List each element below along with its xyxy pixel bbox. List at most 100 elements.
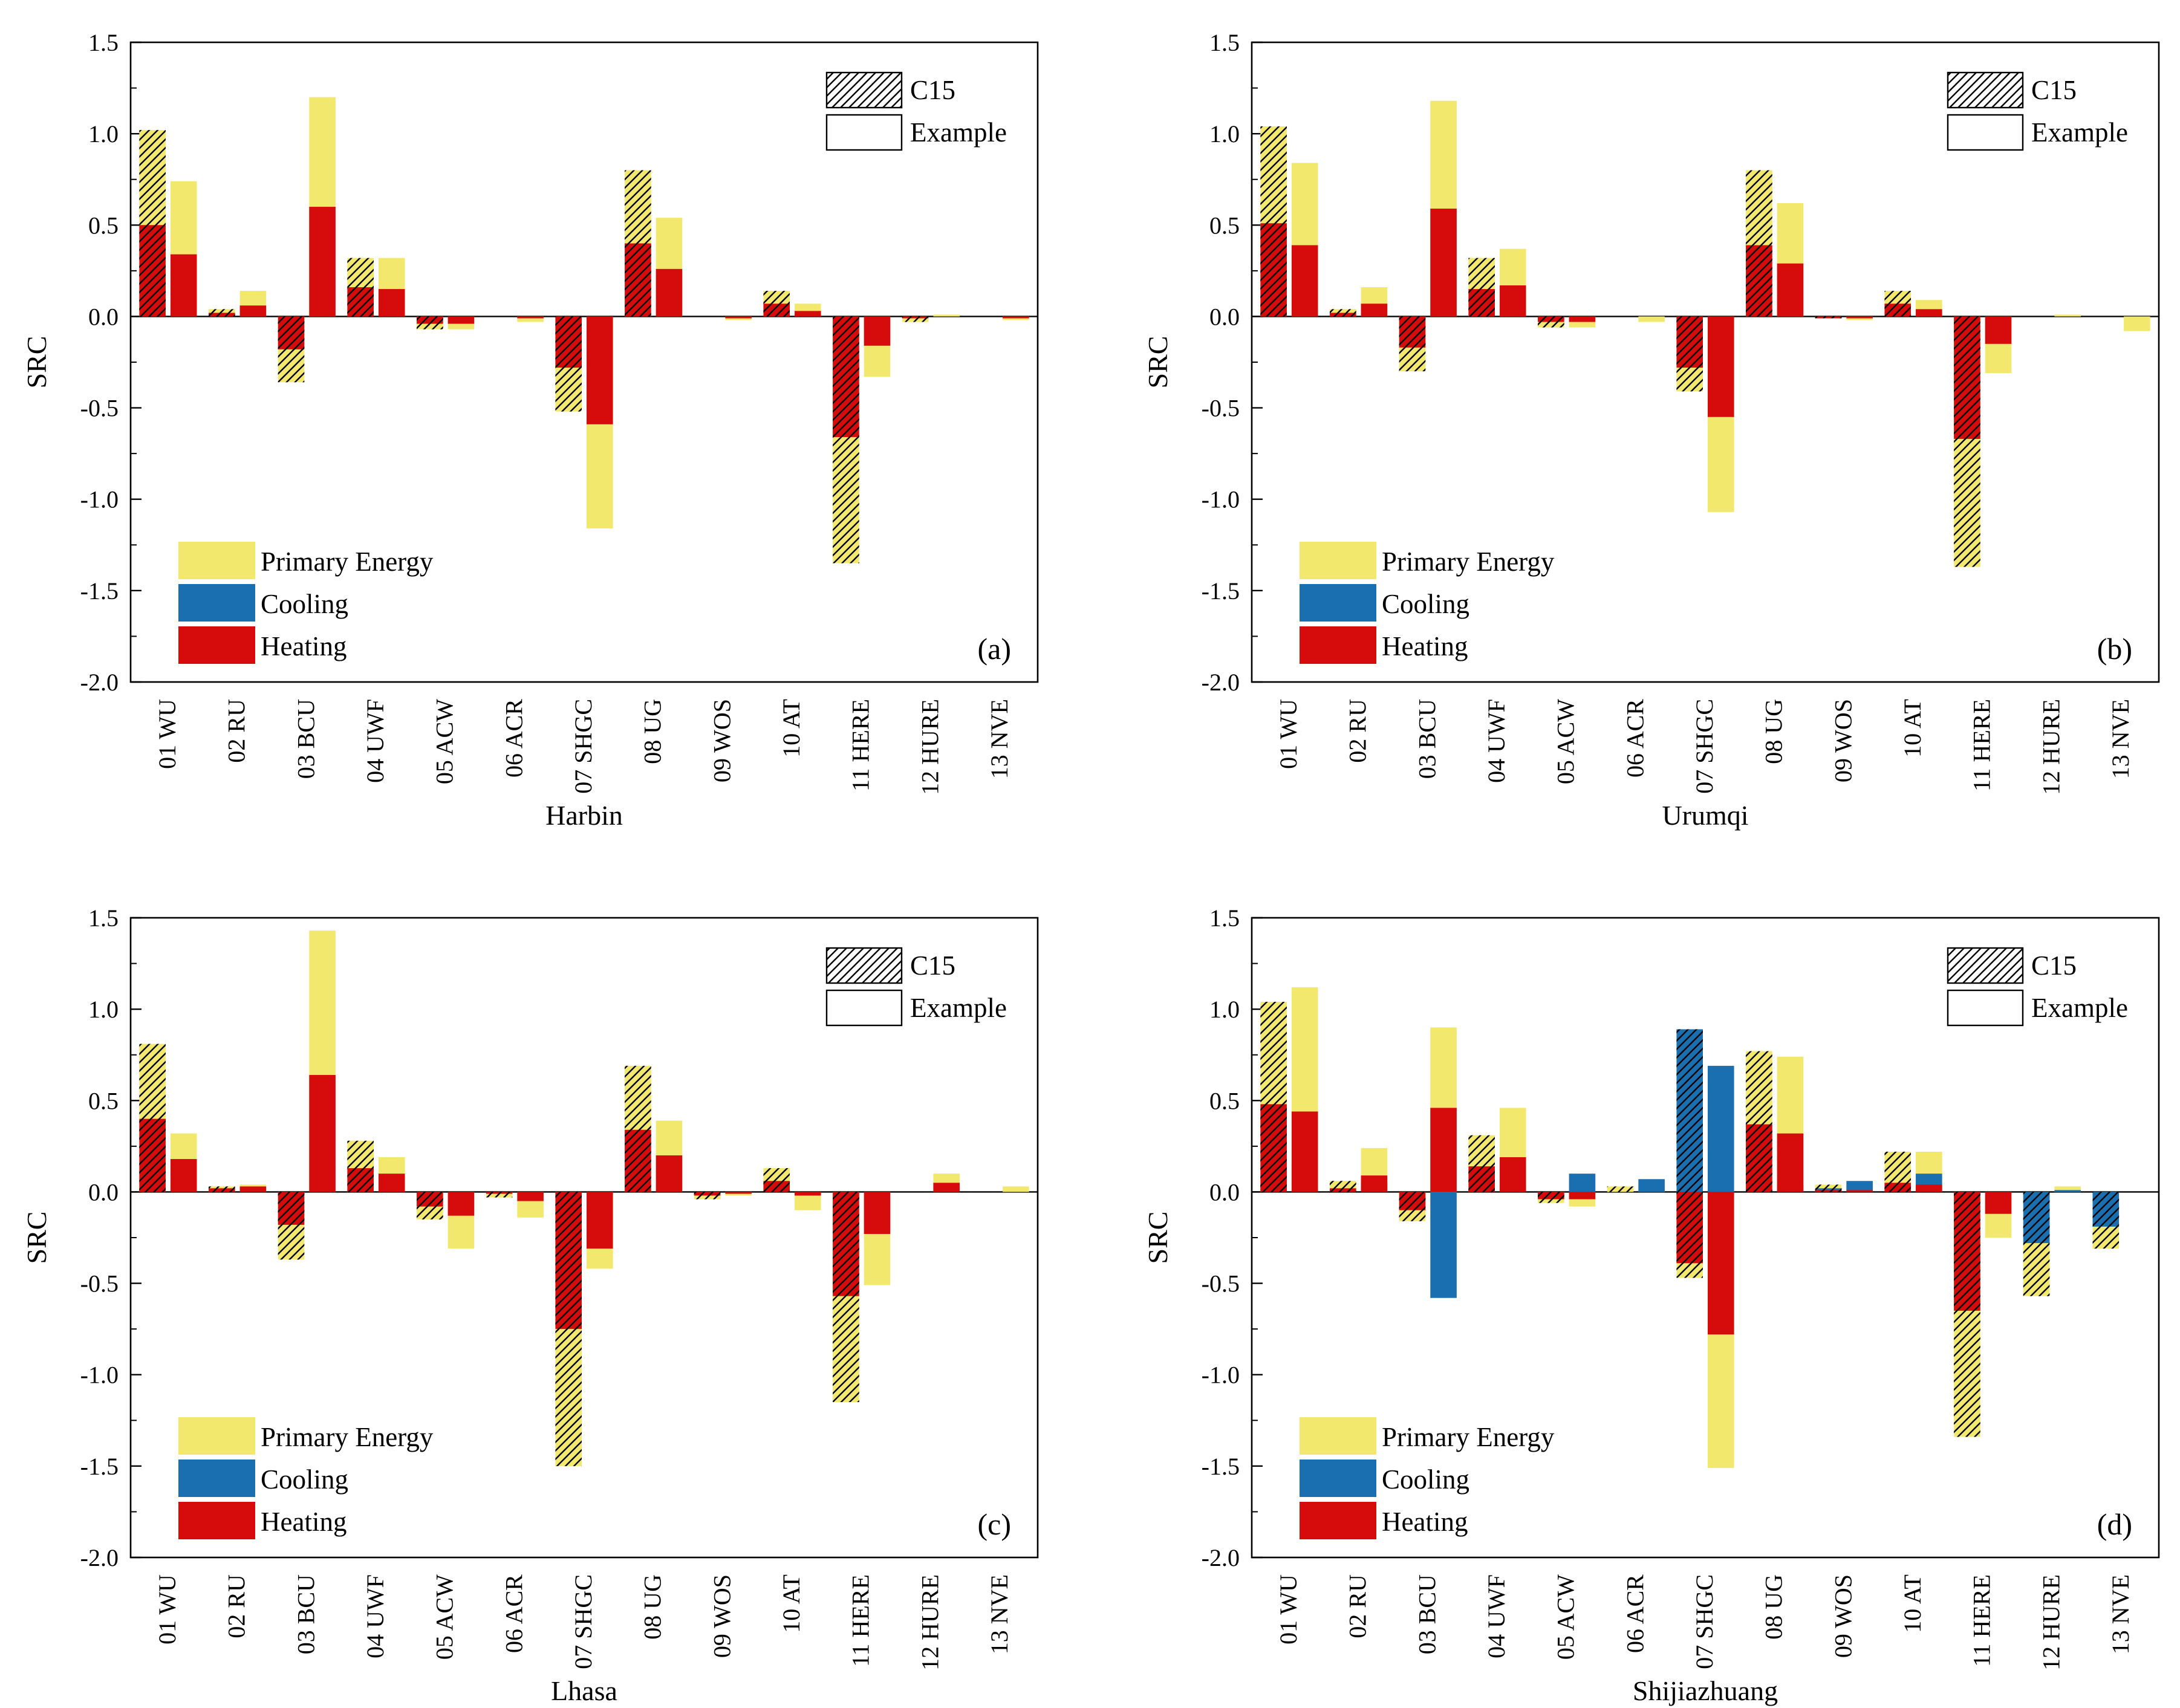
bar-heating-hatch [1260,1104,1287,1192]
x-tick-label: 01 WU [1275,699,1302,769]
legend-label: Cooling [1382,589,1469,619]
x-tick-label: 13 NVE [986,699,1013,779]
x-tick-label: 12 HURE [2037,699,2064,795]
bar-heating-hatch [694,1192,721,1196]
x-tick-label: 12 HURE [916,1574,943,1671]
bar-heating [309,207,336,317]
legend-label: Heating [261,1507,347,1537]
x-tick-label: 10 AT [778,699,805,758]
cooling-legend-swatch [1300,584,1376,622]
x-axis-title: Shijiazhuang [1633,1675,1778,1706]
legend-label: C15 [910,950,955,981]
y-axis-title: SRC [21,336,52,389]
bar-heating-hatch [347,287,374,317]
y-tick-label: 1.0 [88,120,119,148]
bar-cooling [1430,1192,1457,1298]
bar-heating [933,1183,960,1192]
x-tick-label: 13 NVE [986,1574,1013,1654]
legend-label: Example [2031,117,2128,148]
panel-label: (c) [978,1507,1012,1541]
bar-heating [1985,316,2012,344]
bar-heating [517,1192,544,1201]
y-tick-label: -1.5 [1202,1453,1240,1480]
x-axis-title: Urumqi [1662,800,1748,831]
bar-primary-energy [2124,316,2150,331]
bar-heating-hatch [625,1129,651,1192]
x-tick-label: 10 AT [1899,699,1926,758]
bar-heating [378,1174,405,1192]
x-tick-label: 09 WOS [1829,699,1856,782]
bar-heating [517,316,544,319]
bar-heating-hatch [278,1192,305,1225]
c15-legend-hatch [1948,948,2023,983]
x-tick-label: 10 AT [1899,1574,1926,1633]
legend-label: Primary Energy [1382,547,1555,577]
c15-legend-hatch [1948,73,2023,108]
bar-heating-hatch [1260,223,1287,317]
bar-heating-hatch [139,1119,166,1192]
bar-cooling [1708,1065,1734,1192]
bar-heating-hatch [209,1188,235,1192]
x-tick-label: 02 RU [223,699,250,763]
bar-heating [309,1074,336,1192]
cooling-legend-swatch [178,584,255,622]
panel-label: (b) [2097,632,2132,666]
x-tick-label: 04 UWF [362,1574,389,1658]
x-tick-label: 02 RU [223,1574,250,1638]
x-tick-label: 01 WU [154,1574,181,1645]
legend-label: Primary Energy [261,547,434,577]
cooling-legend-swatch [178,1460,255,1497]
heating-legend-swatch [1300,626,1376,664]
legend-label: Example [910,117,1007,148]
y-tick-label: -0.5 [80,395,119,422]
y-tick-label: -0.5 [1202,1270,1240,1297]
y-tick-label: -1.5 [80,1453,119,1480]
bar-primary-energy [1003,1186,1029,1192]
bar-heating [725,316,752,319]
y-tick-label: -2.0 [1202,669,1240,696]
x-tick-label: 05 ACW [431,699,458,784]
c15-legend-hatch [827,73,902,108]
bar-heating-hatch [209,313,235,317]
x-tick-label: 05 ACW [1552,699,1580,784]
primary-legend-swatch [1300,542,1376,579]
bar-heating [378,289,405,317]
x-tick-label: 08 UG [1760,1574,1788,1640]
y-tick-label: 0.0 [88,303,119,330]
x-tick-label: 07 SHGC [1691,699,1718,794]
legend-label: Cooling [1382,1464,1469,1495]
y-tick-label: 1.5 [1209,29,1240,56]
bar-heating [1846,316,1873,319]
bar-heating [1361,304,1388,317]
x-tick-label: 09 WOS [1829,1574,1856,1658]
x-tick-label: 04 UWF [1483,1574,1510,1658]
x-tick-label: 11 HERE [1968,699,1996,791]
y-tick-label: 1.0 [1209,120,1240,148]
bar-heating [170,1159,197,1192]
legend-label: Cooling [261,589,348,619]
bar-heating [1430,1108,1457,1192]
y-tick-label: -1.0 [80,486,119,513]
bar-heating [1569,316,1596,322]
legend-label: Example [910,993,1007,1023]
bar-heating-hatch [1954,1192,1980,1311]
x-tick-label: 07 SHGC [1691,1574,1718,1669]
x-tick-label: 03 BCU [1413,699,1440,779]
bar-heating-hatch [833,1192,859,1296]
x-tick-label: 12 HURE [916,699,943,795]
bar-heating [795,1192,821,1196]
bar-heating-hatch [1399,1192,1426,1210]
bar-cooling-hatch [1815,1188,1842,1192]
bar-heating [1777,1133,1804,1192]
x-tick-label: 12 HURE [2037,1574,2064,1671]
example-legend-swatch [1947,989,2024,1027]
bar-heating [587,1192,613,1249]
x-tick-label: 05 ACW [431,1574,458,1660]
chart-panel: 1.5 1.0 0.5 0.0 -0.5 -1.0 -1.5 -2.0 01 WU 02 RU 03… [21,29,1039,831]
legend-label: C15 [2031,75,2077,105]
heating-legend-swatch [178,1502,255,1539]
y-axis-title: SRC [21,1212,52,1264]
c15-legend-hatch [827,948,902,983]
bar-cooling-hatch [2092,1192,2120,1227]
bar-cooling [1638,1179,1665,1192]
